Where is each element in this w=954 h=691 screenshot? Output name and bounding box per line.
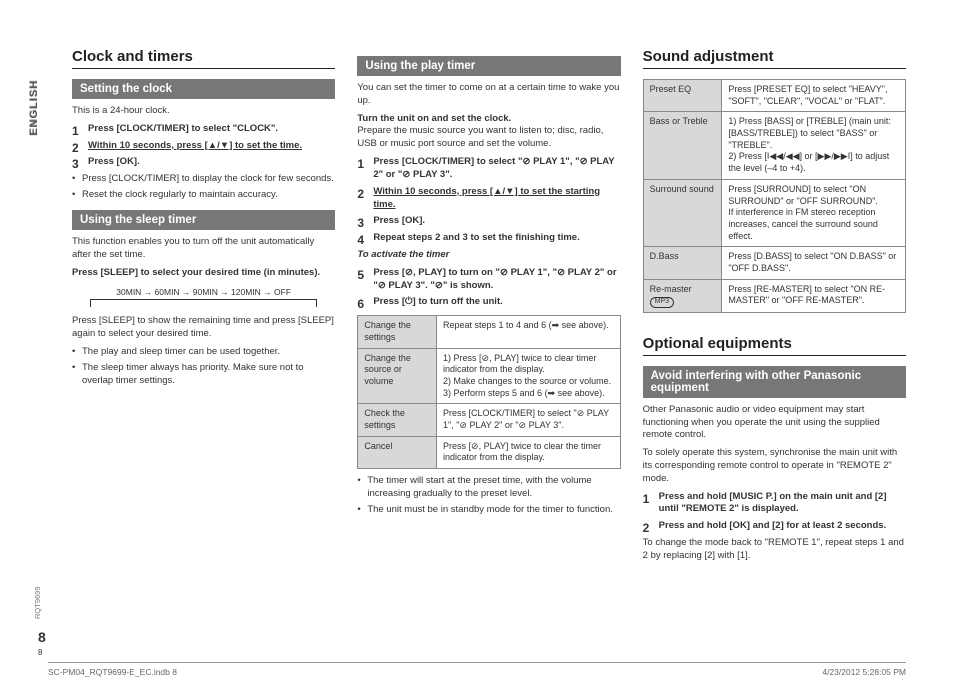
sa-row2-val: 1) Press [BASS] or [TREBLE] (main unit: … — [722, 112, 906, 179]
play-step1: Press [CLOCK/TIMER] to select "⊘ PLAY 1"… — [373, 156, 614, 180]
clock-timers-title: Clock and timers — [72, 48, 335, 69]
remaster-label: Re-master — [650, 284, 692, 294]
pt-row1-label: Change the settings — [358, 316, 437, 348]
sa-row5-label: Re-master MP3 — [643, 279, 722, 312]
mp3-badge: MP3 — [650, 297, 674, 307]
opt-p1: Other Panasonic audio or video equipment… — [643, 404, 906, 442]
play-intro: You can set the timer to come on at a ce… — [357, 82, 620, 108]
sleep-instruction: Press [SLEEP] to select your desired tim… — [72, 267, 335, 280]
content-columns: Clock and timers Setting the clock This … — [72, 48, 906, 568]
activate-timer-label: To activate the timer — [357, 249, 620, 262]
sleep-remaining: Press [SLEEP] to show the remaining time… — [72, 315, 335, 341]
play-prepare-bold: Turn the unit on and set the clock. — [357, 113, 511, 124]
clock-step2: Within 10 seconds, press [▲/▼] to set th… — [88, 140, 302, 151]
sleep-loop-line — [90, 299, 317, 307]
play-step2: Within 10 seconds, press [▲/▼] to set th… — [373, 186, 600, 210]
pt-row3-label: Check the settings — [358, 404, 437, 436]
play-steps: 1Press [CLOCK/TIMER] to select "⊘ PLAY 1… — [357, 156, 620, 245]
optional-equipments-title: Optional equipments — [643, 335, 906, 356]
play-bullets: The timer will start at the preset time,… — [357, 475, 620, 516]
sleep-bullet-1: The play and sleep timer can be used tog… — [72, 346, 335, 359]
clock-intro: This is a 24-hour clock. — [72, 105, 335, 118]
play-bullet-2: The unit must be in standby mode for the… — [357, 504, 620, 517]
clock-bullets: Press [CLOCK/TIMER] to display the clock… — [72, 173, 335, 202]
pt-row2-val: 1) Press [⊘, PLAY] twice to clear timer … — [437, 348, 621, 404]
activate-step5: Press [⊘, PLAY] to turn on "⊘ PLAY 1", "… — [373, 267, 616, 291]
sa-row2-label: Bass or Treble — [643, 112, 722, 179]
sleep-bullet-2: The sleep timer always has priority. Mak… — [72, 362, 335, 388]
activate-step6: Press [⏻] to turn off the unit. — [373, 296, 502, 307]
clock-step3: Press [OK]. — [88, 156, 140, 167]
play-bullet-1: The timer will start at the preset time,… — [357, 475, 620, 501]
footer-file: SC-PM04_RQT9699-E_EC.indb 8 — [48, 667, 177, 677]
play-prepare-text: Prepare the music source you want to lis… — [357, 125, 603, 149]
language-tab: ENGLISH — [28, 80, 40, 136]
play-prepare: Turn the unit on and set the clock.Prepa… — [357, 113, 620, 151]
pt-row1-val: Repeat steps 1 to 4 and 6 (➡ see above). — [437, 316, 621, 348]
sleep-intro: This function enables you to turn off th… — [72, 236, 335, 262]
play-step3: Press [OK]. — [373, 215, 425, 226]
play-timer-subhead: Using the play timer — [357, 56, 620, 76]
page-number-small: 8 — [38, 648, 42, 657]
avoid-interfering-subhead: Avoid interfering with other Panasonic e… — [643, 366, 906, 398]
sa-row1-label: Preset EQ — [643, 80, 722, 112]
opt-p3: To change the mode back to "REMOTE 1", r… — [643, 537, 906, 563]
pt-row3-val: Press [CLOCK/TIMER] to select "⊘ PLAY 1"… — [437, 404, 621, 436]
opt-p2: To solely operate this system, synchroni… — [643, 447, 906, 485]
pt-row4-label: Cancel — [358, 436, 437, 468]
sa-row4-val: Press [D.BASS] to select "ON D.BASS" or … — [722, 247, 906, 279]
sound-adjustment-title: Sound adjustment — [643, 48, 906, 69]
activate-steps: 5Press [⊘, PLAY] to turn on "⊘ PLAY 1", … — [357, 267, 620, 309]
sa-row3-label: Surround sound — [643, 179, 722, 246]
column-3: Sound adjustment Preset EQPress [PRESET … — [643, 48, 906, 568]
clock-bullet-2: Reset the clock regularly to maintain ac… — [72, 189, 335, 202]
play-timer-table: Change the settingsRepeat steps 1 to 4 a… — [357, 315, 620, 469]
sound-table: Preset EQPress [PRESET EQ] to select "HE… — [643, 79, 906, 313]
play-step4: Repeat steps 2 and 3 to set the finishin… — [373, 232, 579, 243]
remote-step2: Press and hold [OK] and [2] for at least… — [659, 520, 887, 531]
footer-timestamp: 4/23/2012 5:28:05 PM — [822, 667, 906, 677]
sleep-bullets: The play and sleep timer can be used tog… — [72, 346, 335, 387]
pt-row2-label: Change the source or volume — [358, 348, 437, 404]
sleep-timer-subhead: Using the sleep timer — [72, 210, 335, 230]
sa-row1-val: Press [PRESET EQ] to select "HEAVY", "SO… — [722, 80, 906, 112]
clock-steps: 1Press [CLOCK/TIMER] to select "CLOCK". … — [72, 123, 335, 169]
column-1: Clock and timers Setting the clock This … — [72, 48, 335, 568]
clock-bullet-1: Press [CLOCK/TIMER] to display the clock… — [72, 173, 335, 186]
page-number-big: 8 — [38, 629, 46, 645]
setting-clock-subhead: Setting the clock — [72, 79, 335, 99]
pt-row4-val: Press [⊘, PLAY] twice to clear the timer… — [437, 436, 621, 468]
footer: SC-PM04_RQT9699-E_EC.indb 8 4/23/2012 5:… — [48, 662, 906, 677]
sa-row3-val: Press [SURROUND] to select "ON SURROUND"… — [722, 179, 906, 246]
clock-step1: Press [CLOCK/TIMER] to select "CLOCK". — [88, 123, 278, 134]
remote-steps: 1Press and hold [MUSIC P.] on the main u… — [643, 491, 906, 533]
sa-row5-val: Press [RE-MASTER] to select "ON RE-MASTE… — [722, 279, 906, 312]
remote-step1: Press and hold [MUSIC P.] on the main un… — [659, 491, 887, 515]
sa-row4-label: D.Bass — [643, 247, 722, 279]
sleep-chain: 30MIN → 60MIN → 90MIN → 120MIN → OFF — [72, 287, 335, 297]
side-code: RQT9699 — [33, 586, 42, 619]
column-2: Using the play timer You can set the tim… — [357, 48, 620, 568]
